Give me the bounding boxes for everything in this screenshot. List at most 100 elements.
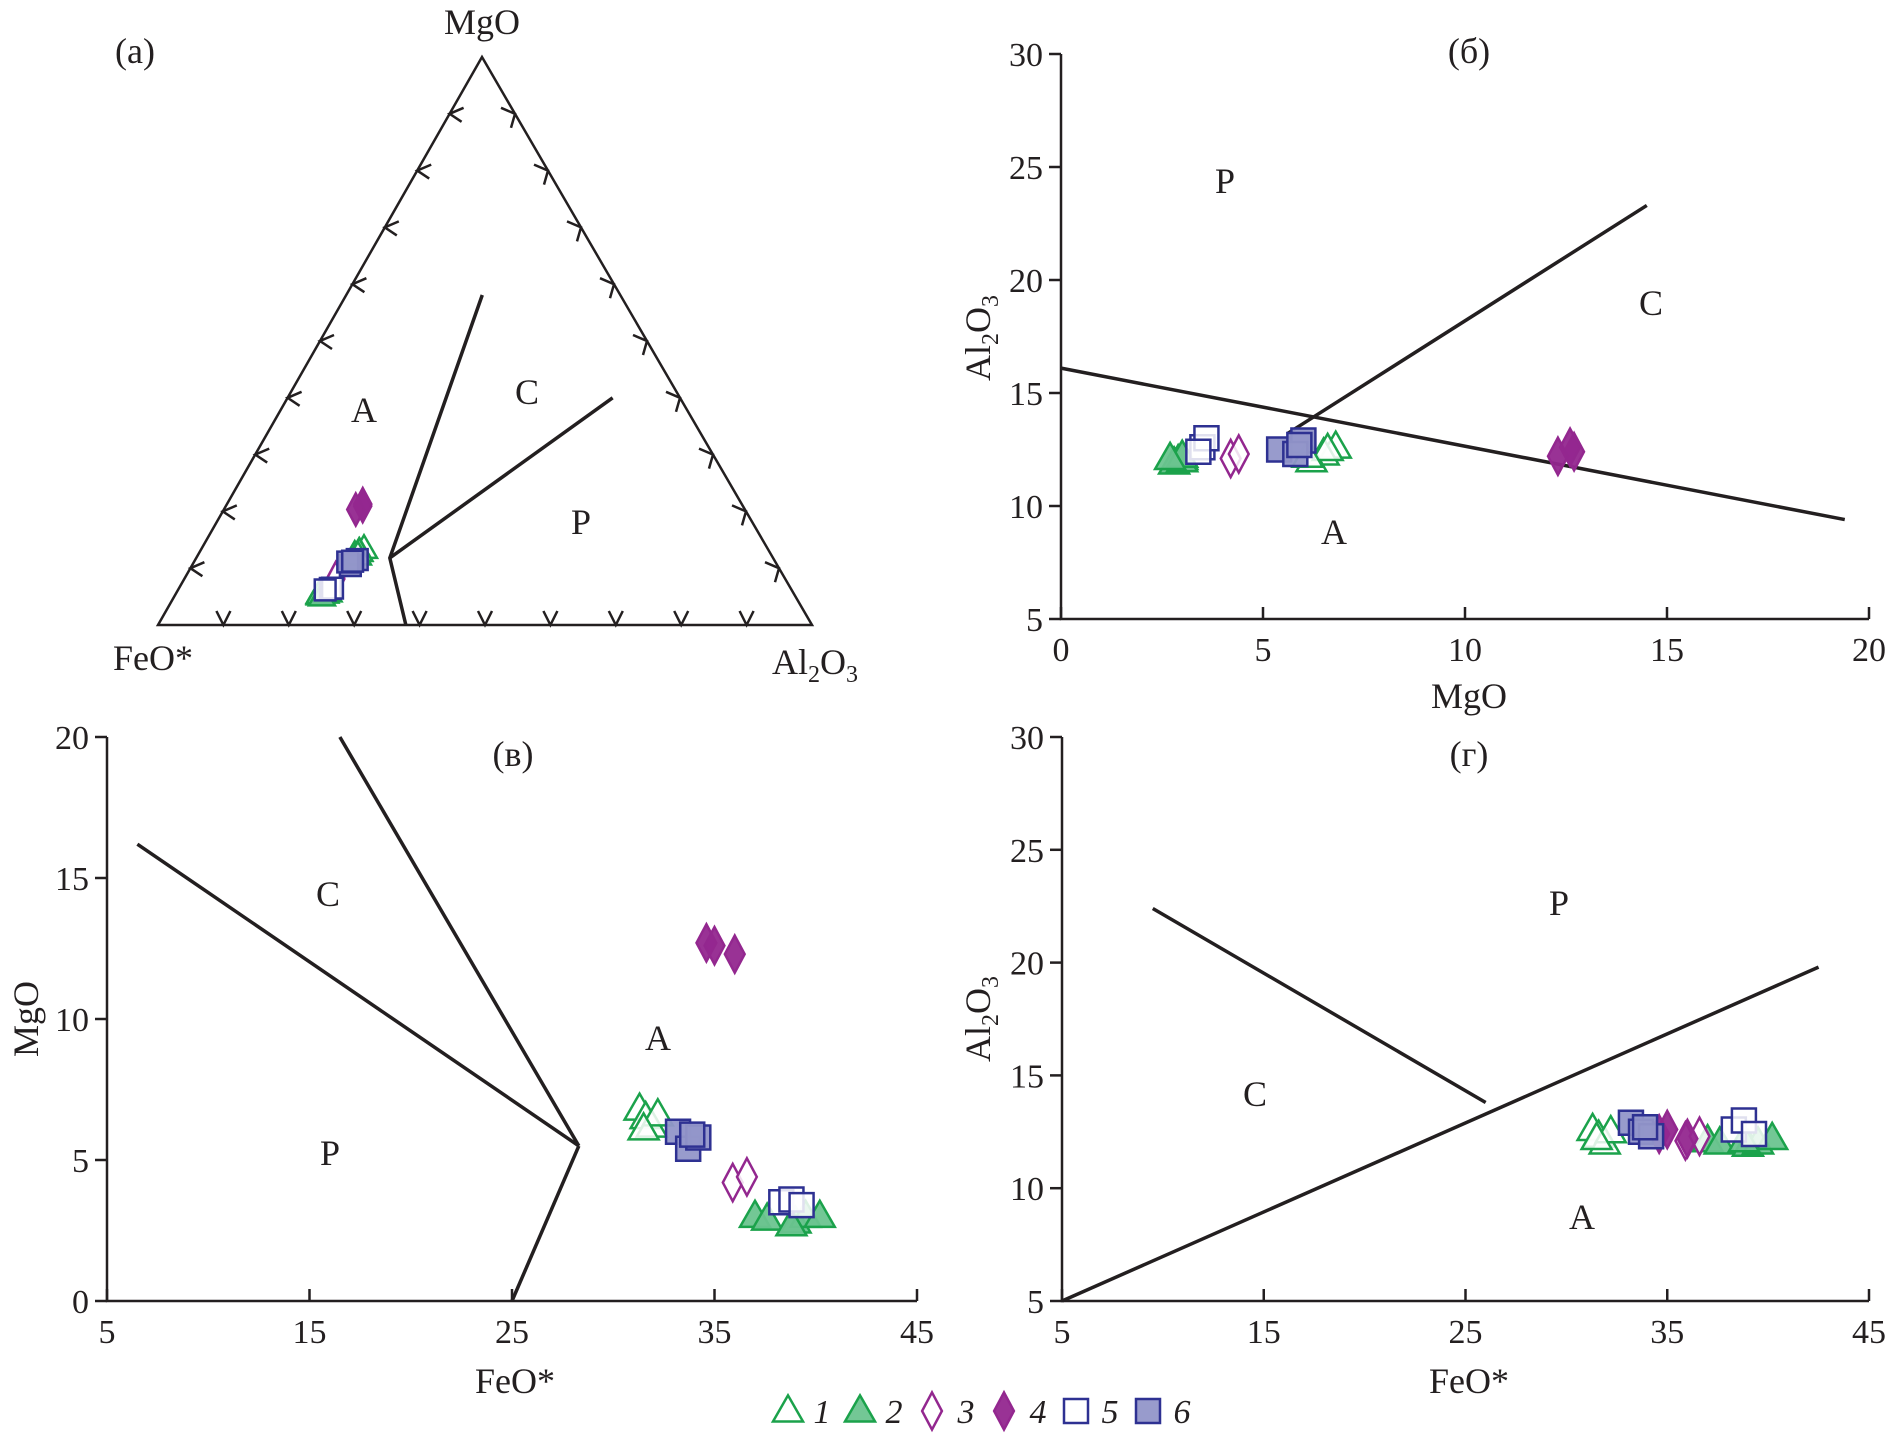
ternary-tick <box>500 106 517 129</box>
ternary-tick <box>632 333 649 356</box>
region-label-P: P <box>1549 883 1569 923</box>
legend-marker-4 <box>992 1389 1016 1433</box>
ternary-vertex-left: FeO* <box>113 638 193 678</box>
data-point-group-4 <box>1558 425 1582 469</box>
ternary-point-group-4 <box>345 490 366 529</box>
ternary-tick <box>533 163 550 185</box>
y-tick-label: 15 <box>55 861 89 898</box>
ternary-tick <box>187 561 205 578</box>
x-tick-label: 15 <box>1650 632 1684 669</box>
field-boundary-line <box>338 736 581 1147</box>
ternary-tick <box>414 163 432 180</box>
ternary-tick <box>411 610 428 628</box>
y-tick-label: 20 <box>1010 946 1044 983</box>
y-axis-title: Al2O3 <box>958 295 1004 381</box>
x-tick-label: 25 <box>495 1314 529 1351</box>
x-axis-title: FeO* <box>1429 1361 1509 1401</box>
ternary-tick <box>284 390 303 407</box>
ternary-tick <box>220 504 238 521</box>
data-point-group-1 <box>626 1110 661 1141</box>
y-tick-label: 15 <box>1010 1058 1044 1095</box>
x-axis-title: FeO* <box>475 1361 555 1401</box>
ternary-boundary-line <box>388 396 614 560</box>
data-point-group-4 <box>723 932 747 976</box>
legend-label: 4 <box>1030 1394 1047 1431</box>
region-label-P: P <box>320 1133 340 1173</box>
data-point-group-5 <box>1185 438 1212 466</box>
data-point-group-4 <box>703 924 726 967</box>
data-point-group-5 <box>788 1191 815 1219</box>
y-tick-label: 20 <box>55 720 89 757</box>
y-tick-label: 10 <box>1009 489 1043 526</box>
data-point-group-2 <box>774 1206 809 1237</box>
region-label-C: C <box>1639 283 1663 323</box>
region-label-A: A <box>1321 512 1347 552</box>
ternary-tick <box>673 610 690 628</box>
region-label-A: A <box>1569 1197 1595 1237</box>
data-point-group-2 <box>1152 440 1188 471</box>
panel-label: (в) <box>493 734 534 774</box>
ternary-tick <box>566 220 583 242</box>
y-tick-label: 20 <box>1009 263 1043 300</box>
region-label-P: P <box>1215 161 1235 201</box>
field-boundary-line <box>1060 366 1846 522</box>
y-tick-label: 10 <box>1010 1171 1044 1208</box>
ternary-tick <box>280 610 297 628</box>
y-tick-label: 10 <box>55 1002 89 1039</box>
x-tick-label: 5 <box>1255 632 1272 669</box>
ternary-tick <box>317 333 335 351</box>
data-point-group-1 <box>1579 1120 1614 1151</box>
data-point-group-4 <box>1676 1117 1699 1160</box>
axes-1 <box>1059 54 1869 621</box>
ternary-tick <box>738 610 755 628</box>
x-tick-label: 45 <box>1852 1314 1886 1351</box>
ternary-tick <box>215 610 232 628</box>
ternary-tick <box>476 610 494 628</box>
x-tick-label: 5 <box>99 1314 116 1351</box>
legend-label: 2 <box>886 1394 903 1431</box>
legend-marker-5 <box>1062 1397 1090 1425</box>
region-label-P: P <box>571 502 591 542</box>
x-tick-label: 15 <box>293 1314 327 1351</box>
ternary-tick <box>665 390 682 413</box>
x-tick-label: 35 <box>698 1314 732 1351</box>
legend-marker-1 <box>770 1392 806 1423</box>
region-label-C: C <box>1243 1074 1267 1114</box>
x-tick-label: 0 <box>1053 632 1070 669</box>
ternary-tick <box>252 447 270 464</box>
ternary-tick <box>599 277 616 299</box>
legend-marker-3 <box>920 1389 944 1433</box>
legend-label: 6 <box>1174 1394 1191 1431</box>
ternary-vertex-right: Al2O3 <box>772 642 858 688</box>
y-tick-label: 25 <box>1010 833 1044 870</box>
ternary-frame <box>155 54 815 627</box>
ternary-tick <box>349 277 367 294</box>
region-label-A: A <box>351 390 377 430</box>
y-tick-label: 5 <box>72 1143 89 1180</box>
y-tick-label: 30 <box>1009 37 1043 74</box>
ternary-tick <box>542 610 559 628</box>
y-axis-title: Al2O3 <box>958 976 1004 1062</box>
ternary-tick <box>346 610 363 628</box>
x-tick-label: 20 <box>1852 632 1886 669</box>
panel-label-a: (a) <box>115 31 155 71</box>
y-tick-label: 30 <box>1010 720 1044 757</box>
ternary-tick <box>446 106 465 123</box>
ternary-tick <box>698 447 715 469</box>
ternary-tick <box>607 610 624 628</box>
data-point-group-2 <box>749 1201 785 1231</box>
x-tick-label: 15 <box>1247 1314 1281 1351</box>
y-tick-label: 0 <box>72 1284 89 1321</box>
field-boundary-line <box>1061 965 1820 1303</box>
region-label-C: C <box>316 874 340 914</box>
y-tick-label: 5 <box>1026 602 1043 639</box>
panel-label: (г) <box>1450 734 1489 774</box>
ternary-tick <box>382 220 400 237</box>
panel-label: (б) <box>1448 31 1490 71</box>
data-point-group-1 <box>1310 431 1345 462</box>
data-point-group-6 <box>678 1121 706 1148</box>
y-tick-label: 5 <box>1027 1284 1044 1321</box>
y-tick-label: 15 <box>1009 376 1043 413</box>
x-tick-label: 25 <box>1449 1314 1483 1351</box>
data-point-group-5 <box>1740 1120 1768 1148</box>
